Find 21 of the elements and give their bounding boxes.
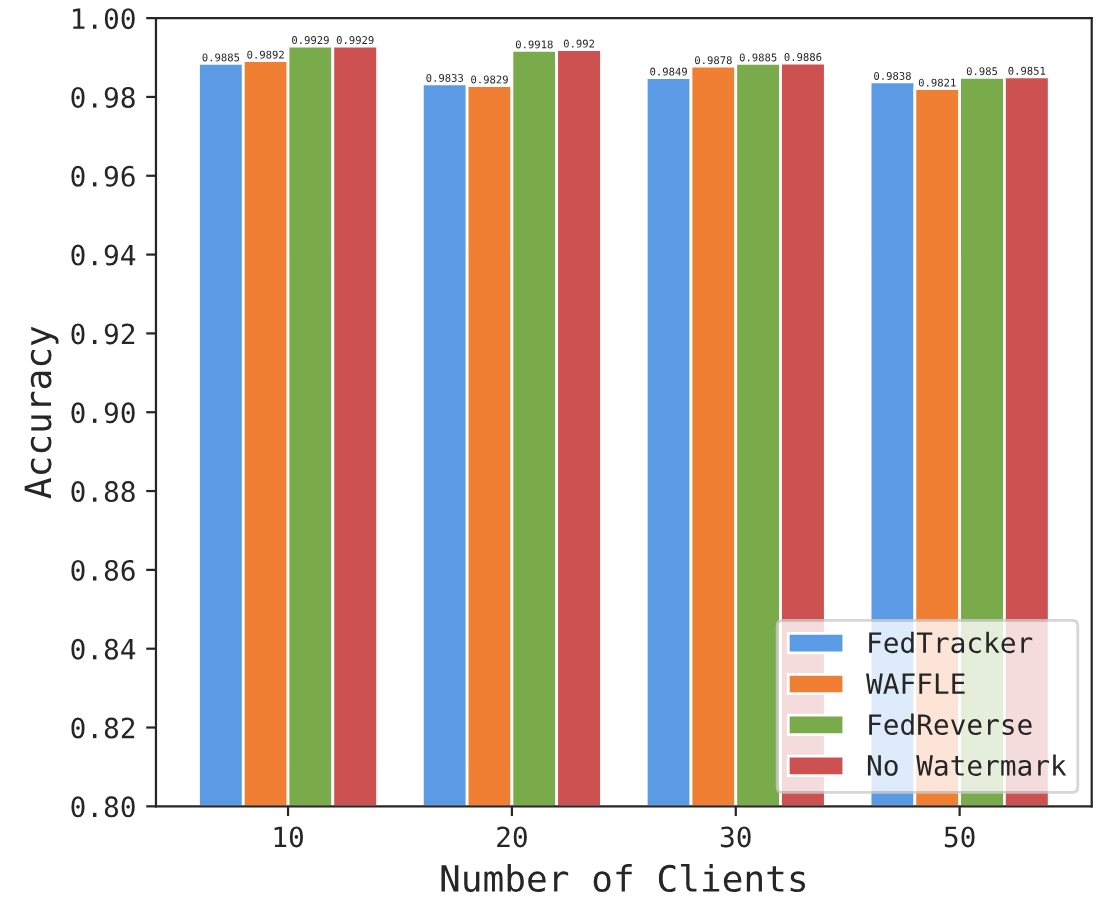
y-tick-label: 0.80 — [71, 796, 135, 818]
y-tick-label: 0.92 — [71, 323, 135, 345]
y-tick-label: 0.84 — [71, 638, 136, 660]
x-tick-label: 10 — [274, 826, 303, 848]
legend-label: FedReverse — [869, 713, 1032, 736]
legend-label: FedTracker — [869, 631, 1033, 654]
y-tick-label: 0.86 — [71, 559, 135, 581]
x-tick-label: 30 — [720, 826, 751, 848]
legend-label: WAFFLE — [866, 673, 965, 694]
y-tick-label: 0.88 — [71, 481, 135, 503]
y-tick-label: 0.90 — [71, 402, 135, 424]
x-tick-label: 20 — [497, 826, 527, 848]
y-tick-label: 0.96 — [71, 165, 135, 187]
y-axis-title: Accuracy — [24, 326, 59, 499]
y-tick-label: 0.82 — [71, 717, 135, 739]
legend-label: No Watermark — [867, 754, 1067, 776]
x-tick-label: 50 — [944, 826, 975, 848]
x-axis-title: Number of Clients — [441, 863, 806, 893]
y-tick-label: 1.00 — [72, 8, 135, 30]
y-tick-label: 0.98 — [71, 86, 135, 108]
y-tick-label: 0.94 — [71, 244, 136, 266]
